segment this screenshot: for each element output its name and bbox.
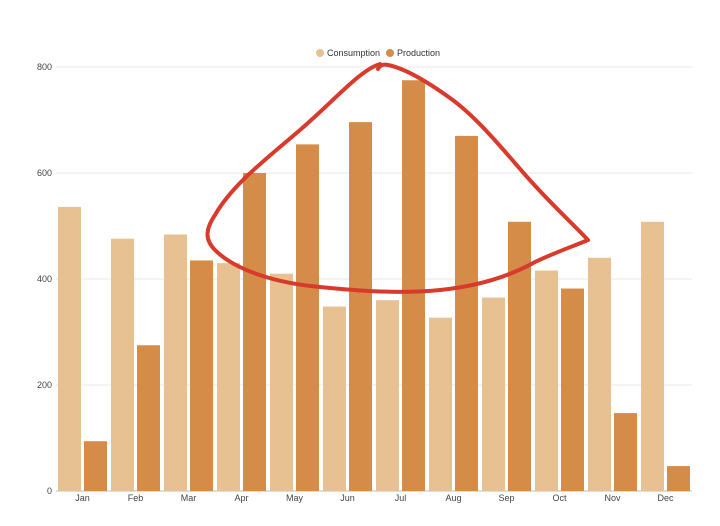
bar-consumption-aug[interactable] (429, 317, 452, 491)
bar-consumption-oct[interactable] (535, 270, 558, 491)
bar-consumption-mar[interactable] (164, 234, 187, 492)
y-tick-label-200: 200 (37, 380, 52, 390)
x-tick-label-nov: Nov (604, 493, 621, 503)
bar-consumption-nov[interactable] (588, 257, 611, 491)
y-tick-label-400: 400 (37, 274, 52, 284)
bar-production-jun[interactable] (349, 122, 372, 492)
bar-consumption-sep[interactable] (482, 297, 505, 491)
y-tick-label-800: 800 (37, 62, 52, 72)
bar-production-mar[interactable] (190, 260, 213, 491)
legend-swatch-production (386, 49, 394, 57)
bar-production-may[interactable] (296, 144, 319, 491)
legend-label-production: Production (397, 48, 440, 58)
bar-production-feb[interactable] (137, 345, 160, 491)
bar-production-apr[interactable] (243, 173, 266, 491)
y-axis-ticks: 0 200 400 600 800 (37, 62, 52, 496)
bar-production-aug[interactable] (455, 135, 478, 491)
x-tick-label-oct: Oct (552, 493, 567, 503)
x-tick-label-feb: Feb (128, 493, 144, 503)
hand-drawn-circle-annotation (205, 62, 590, 294)
legend-label-consumption: Consumption (327, 48, 380, 58)
y-tick-label-0: 0 (47, 486, 52, 496)
x-tick-label-sep: Sep (498, 493, 514, 503)
bars (58, 80, 690, 492)
x-tick-label-jul: Jul (395, 493, 407, 503)
x-tick-label-apr: Apr (234, 493, 248, 503)
bar-consumption-feb[interactable] (111, 238, 134, 491)
x-tick-label-aug: Aug (445, 493, 461, 503)
x-tick-label-jan: Jan (75, 493, 90, 503)
x-tick-label-jun: Jun (340, 493, 355, 503)
bar-consumption-may[interactable] (270, 273, 293, 491)
x-axis-ticks: Jan Feb Mar Apr May Jun Jul Aug Sep Oct Nov Dec (75, 493, 674, 503)
y-tick-label-600: 600 (37, 168, 52, 178)
x-tick-label-dec: Dec (657, 493, 674, 503)
legend-item-production[interactable]: Production (386, 48, 440, 58)
bar-consumption-jun[interactable] (323, 306, 346, 491)
legend: Consumption Production (316, 48, 440, 58)
legend-item-consumption[interactable]: Consumption (316, 48, 380, 58)
bar-consumption-jan[interactable] (58, 206, 81, 492)
bar-consumption-apr[interactable] (217, 263, 240, 491)
bar-production-jul[interactable] (402, 80, 425, 491)
x-tick-label-mar: Mar (181, 493, 197, 503)
bar-production-oct[interactable] (561, 288, 584, 491)
bar-consumption-jul[interactable] (376, 300, 399, 491)
legend-swatch-consumption (316, 49, 324, 57)
bar-production-sep[interactable] (508, 221, 531, 491)
bar-consumption-dec[interactable] (641, 221, 664, 491)
bar-production-dec[interactable] (667, 466, 690, 491)
bar-production-nov[interactable] (614, 413, 637, 491)
x-tick-label-may: May (286, 493, 304, 503)
bar-production-jan[interactable] (84, 441, 107, 491)
